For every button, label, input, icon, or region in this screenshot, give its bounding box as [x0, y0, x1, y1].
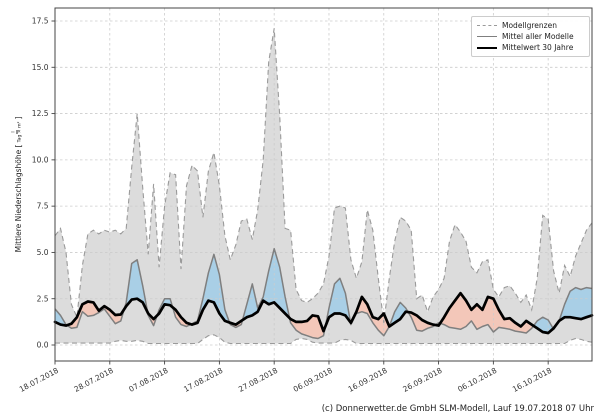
solid-line-icon: [477, 36, 497, 37]
y-axis-label-bracket: ]: [13, 116, 23, 120]
gridlines: [54, 8, 592, 361]
model-mean-line: [54, 247, 593, 340]
bold-line-icon: [477, 46, 497, 49]
legend-label: Mittel aller Modelle: [502, 32, 574, 41]
y-tick-label: 5.0: [37, 248, 49, 257]
above-normal-area: [559, 287, 592, 321]
x-tick-label: 27.08.2018: [237, 366, 279, 394]
legend-item-mittel-aller-modelle: Mittel aller Modelle: [477, 31, 589, 42]
y-tick-label: 15.0: [32, 63, 49, 72]
legend-item-modellgrenzen: Modellgrenzen: [477, 20, 589, 31]
x-tick-label: 28.07.2018: [73, 366, 115, 394]
legend-label: Mittelwert 30 Jahre: [502, 43, 574, 52]
x-tick-label: 06.10.2018: [456, 366, 498, 394]
y-tick-label: 12.5: [32, 109, 49, 118]
x-tick-label: 07.08.2018: [127, 366, 169, 394]
x-tick-label: 06.09.2018: [292, 366, 334, 394]
x-tick-label: 26.09.2018: [401, 366, 443, 394]
x-tick-label: 16.10.2018: [511, 366, 553, 394]
legend: Modellgrenzen Mittel aller Modelle Mitte…: [471, 16, 590, 57]
y-axis-label: Mittlere Niederschlagshöhe [l Tag × m²]: [10, 8, 26, 361]
y-tick-label: 7.5: [37, 202, 49, 211]
below-normal-area: [289, 315, 326, 339]
above-normal-area: [124, 259, 148, 313]
x-tick-label: 17.08.2018: [182, 366, 224, 394]
above-normal-area: [389, 302, 409, 327]
y-tick-label: 2.5: [37, 294, 49, 303]
below-normal-area: [408, 312, 436, 332]
model-lower-bound-line: [55, 334, 593, 345]
y-tick-label: 10.0: [32, 155, 49, 164]
y-axis-label-text: Mittlere Niederschlagshöhe [: [13, 144, 23, 253]
y-axis-unit-fraction: l Tag × m²: [11, 121, 23, 143]
above-normal-area: [157, 298, 173, 316]
y-tick-label: 17.5: [32, 17, 49, 26]
legend-label: Modellgrenzen: [502, 21, 557, 30]
mean-30-years-line: [53, 291, 594, 335]
x-tick-label: 16.09.2018: [347, 366, 389, 394]
plot-frame: [54, 7, 593, 362]
y-tick-label: 0.0: [37, 341, 49, 350]
below-normal-area: [440, 293, 534, 333]
x-tick-label: 18.07.2018: [18, 366, 60, 394]
copyright-caption: (c) Donnerwetter.de GmbH SLM-Modell, Lau…: [321, 404, 594, 414]
below-normal-area: [350, 296, 390, 336]
legend-item-mittelwert-30-jahre: Mittelwert 30 Jahre: [477, 42, 589, 53]
above-normal-area: [190, 254, 230, 325]
dashed-line-icon: [477, 25, 497, 26]
model-envelope-area: [55, 28, 592, 344]
